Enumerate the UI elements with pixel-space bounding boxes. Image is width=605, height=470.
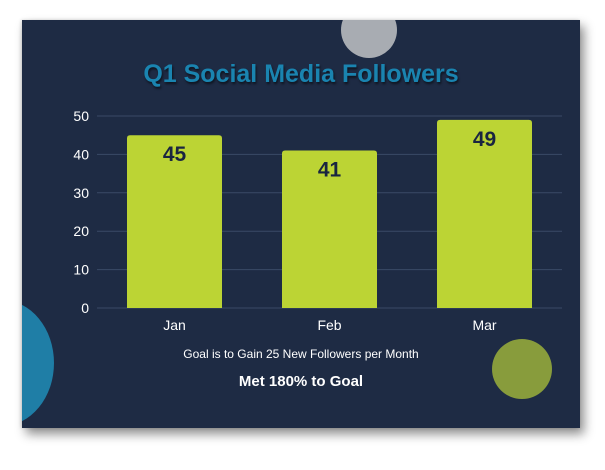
decorative-olive-circle (492, 339, 552, 399)
y-tick-label: 0 (81, 300, 89, 316)
bar-chart: 0 10 20 30 40 50 45 41 49 Jan Feb Mar (73, 108, 562, 333)
x-tick-label: Jan (163, 317, 186, 333)
y-tick-label: 10 (73, 262, 89, 278)
bars (127, 119, 532, 308)
bar-mar (437, 119, 532, 308)
bar-value-label: 49 (473, 128, 496, 151)
x-tick-label: Feb (317, 317, 341, 333)
y-tick-label: 40 (73, 146, 89, 162)
bar-jan (127, 135, 222, 308)
bar-value-label: 41 (318, 159, 342, 182)
x-axis-ticks: Jan Feb Mar (163, 317, 497, 333)
y-tick-label: 30 (73, 185, 89, 201)
x-tick-label: Mar (472, 317, 496, 333)
chart-card: Q1 Social Media Followers 0 10 20 30 40 50 45… (22, 20, 580, 428)
result-note: Met 180% to Goal (238, 373, 364, 390)
bar-value-label: 45 (163, 143, 187, 166)
goal-note: Goal is to Gain 25 New Followers per Mon… (183, 347, 419, 361)
y-tick-label: 20 (73, 223, 89, 239)
y-axis-ticks: 0 10 20 30 40 50 (73, 108, 89, 316)
data-labels: 45 41 49 (163, 128, 496, 182)
bar-feb (282, 150, 377, 308)
y-tick-label: 50 (73, 108, 89, 124)
chart-title: Q1 Social Media Followers (143, 60, 459, 88)
